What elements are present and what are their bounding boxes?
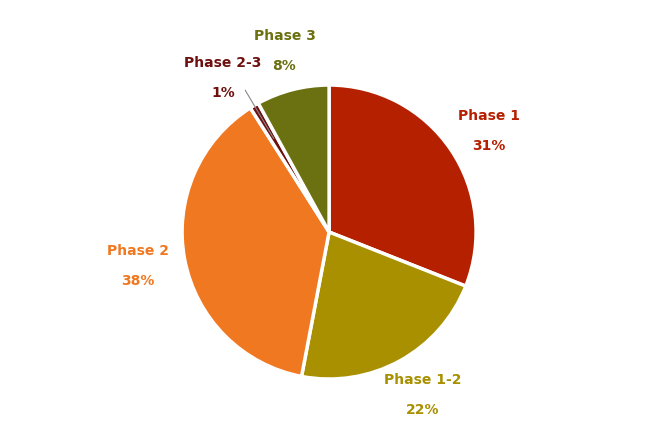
Text: Phase 2: Phase 2: [107, 244, 169, 258]
Text: Phase 1-2: Phase 1-2: [384, 373, 462, 387]
Text: 31%: 31%: [472, 139, 506, 153]
Wedge shape: [250, 103, 329, 232]
Text: Phase 1: Phase 1: [458, 109, 520, 123]
Text: 1%: 1%: [211, 86, 235, 100]
Text: 38%: 38%: [121, 274, 155, 288]
Text: Phase 3: Phase 3: [253, 29, 315, 43]
Text: 8%: 8%: [273, 59, 296, 73]
Wedge shape: [329, 85, 476, 286]
Text: 22%: 22%: [406, 403, 440, 417]
Text: Phase 2-3: Phase 2-3: [184, 56, 261, 69]
Wedge shape: [301, 232, 466, 379]
Wedge shape: [182, 108, 329, 377]
Wedge shape: [258, 85, 329, 232]
